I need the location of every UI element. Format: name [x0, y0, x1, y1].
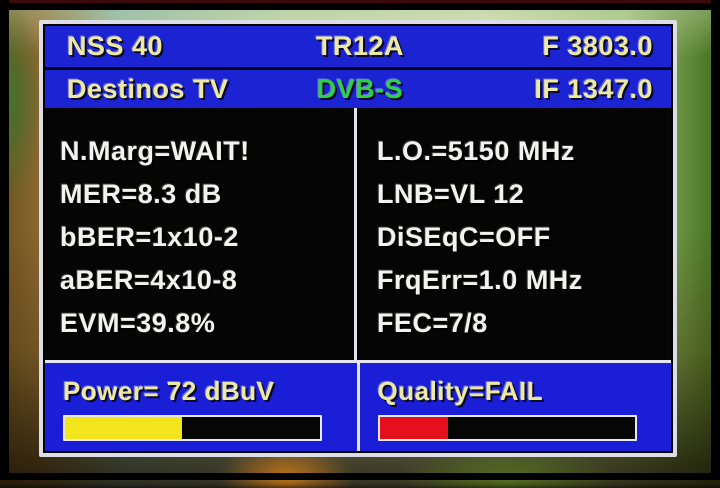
quality-panel: Quality=FAIL: [356, 363, 671, 451]
lnb-row: LNB=VL 12: [377, 179, 525, 209]
aber-row: aBER=4x10-8: [60, 265, 238, 295]
power-label: Power= 72 dBuV: [63, 376, 275, 406]
satellite-name: NSS 40: [67, 31, 164, 61]
quality-bar: [377, 415, 637, 441]
evm-row: EVM=39.8%: [60, 308, 216, 338]
signal-measurements-panel: N.Marg=WAIT! MER=8.3 dB bBER=1x10-2 aBER…: [45, 108, 354, 360]
if-frequency: IF 1347.0: [534, 73, 653, 104]
fec-row: FEC=7/8: [377, 308, 488, 338]
diseqc-row: DiSEqC=OFF: [377, 222, 551, 252]
power-panel: Power= 72 dBuV: [45, 363, 357, 451]
mer-row: MER=8.3 dB: [60, 179, 222, 209]
quality-bar-fill: [379, 417, 449, 439]
rf-frequency: F 3803.0: [542, 31, 653, 61]
header-row-2: Destinos TV DVB-S IF 1347.0: [45, 70, 671, 108]
overscan-bottom-bar: [0, 473, 720, 480]
horizontal-divider: [45, 360, 671, 363]
lo-frequency-row: L.O.=5150 MHz: [377, 136, 575, 166]
osd-panel: NSS 40 TR12A F 3803.0 Destinos TV DVB-S …: [39, 20, 677, 457]
power-bar-fill: [65, 417, 183, 439]
overscan-left-bar: [0, 0, 9, 480]
transponder-name: TR12A: [315, 31, 404, 61]
channel-name: Destinos TV: [67, 73, 229, 104]
lnb-settings-panel: L.O.=5150 MHz LNB=VL 12 DiSEqC=OFF FrqEr…: [354, 108, 671, 360]
header-row-1: NSS 40 TR12A F 3803.0: [45, 26, 671, 70]
power-bar: [63, 415, 323, 441]
level-bars-section: Power= 72 dBuV Quality=FAIL: [45, 363, 671, 451]
overscan-right-bar: [711, 0, 720, 480]
freq-error-row: FrqErr=1.0 MHz: [377, 265, 583, 295]
measurements-section: N.Marg=WAIT! MER=8.3 dB bBER=1x10-2 aBER…: [45, 108, 671, 360]
noise-margin-row: N.Marg=WAIT!: [60, 136, 250, 166]
bber-row: bBER=1x10-2: [60, 222, 239, 252]
broadcast-system: DVB-S: [316, 73, 404, 104]
overscan-top-bar: [0, 0, 720, 10]
quality-label: Quality=FAIL: [377, 376, 544, 406]
